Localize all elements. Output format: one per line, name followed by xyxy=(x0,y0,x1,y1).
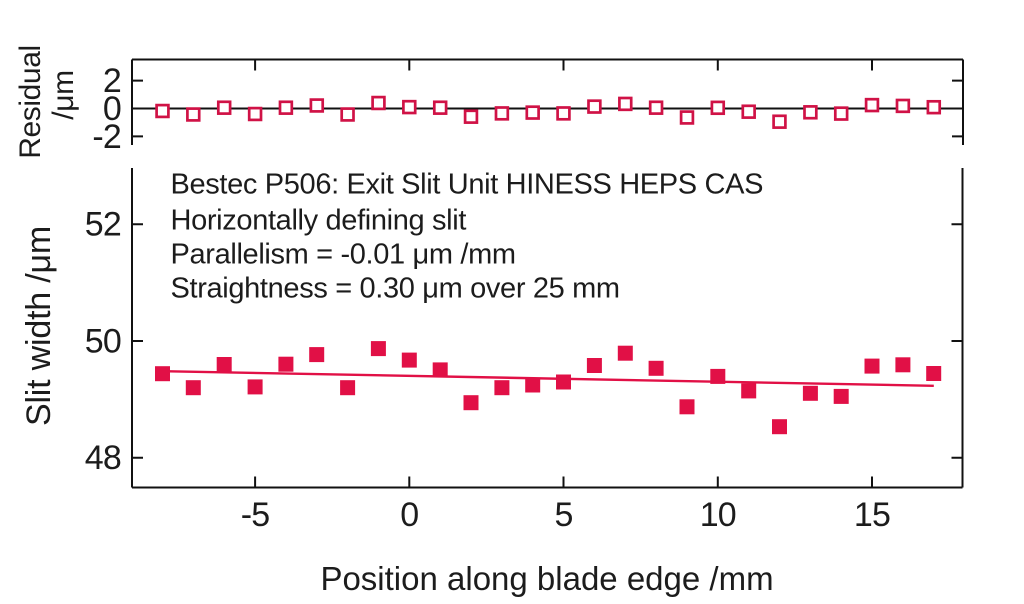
svg-text:48: 48 xyxy=(85,439,121,477)
svg-text:Slit width /μm: Slit width /μm xyxy=(20,226,58,426)
svg-text:Bestec P506: Exit Slit Unit HI: Bestec P506: Exit Slit Unit HINESS HEPS … xyxy=(171,169,764,201)
svg-text:Straightness = 0.30 μm over 25: Straightness = 0.30 μm over 25 mm xyxy=(171,272,620,304)
svg-text:2: 2 xyxy=(103,62,121,100)
svg-text:0: 0 xyxy=(103,90,121,128)
svg-text:-5: -5 xyxy=(241,496,270,534)
svg-text:5: 5 xyxy=(554,496,572,534)
svg-text:-2: -2 xyxy=(92,118,121,156)
svg-text:Residual: Residual xyxy=(14,45,47,159)
svg-text:10: 10 xyxy=(700,496,736,534)
svg-text:52: 52 xyxy=(85,206,121,244)
svg-text:0: 0 xyxy=(400,496,418,534)
svg-text:/μm: /μm xyxy=(47,70,80,119)
svg-text:50: 50 xyxy=(85,322,121,360)
svg-text:Position along blade edge /mm: Position along blade edge /mm xyxy=(320,560,773,597)
svg-text:15: 15 xyxy=(854,496,890,534)
svg-text:Horizontally defining slit: Horizontally defining slit xyxy=(171,205,467,237)
svg-text:Parallelism = -0.01 μm /mm: Parallelism = -0.01 μm /mm xyxy=(171,239,516,271)
